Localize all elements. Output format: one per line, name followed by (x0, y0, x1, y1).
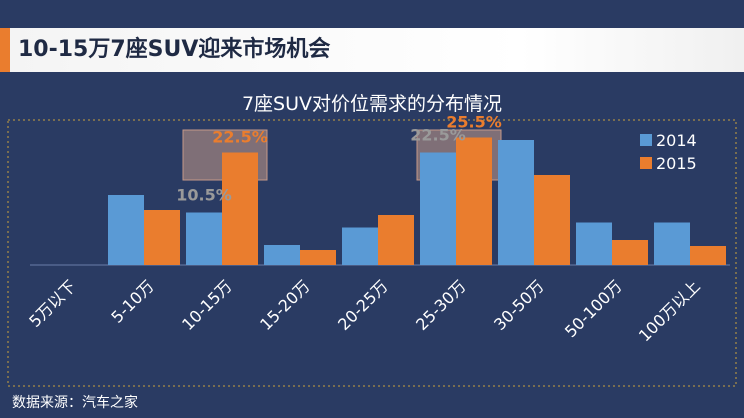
bar-2014 (108, 195, 144, 265)
page-title: 10-15万7座SUV迎来市场机会 (18, 37, 331, 62)
data-label: 22.5% (212, 128, 268, 147)
x-tick-label: 5-10万 (107, 276, 157, 326)
bar-2014 (342, 227, 378, 265)
x-tick-label: 100万以上 (635, 276, 704, 345)
x-tick-label: 30-50万 (490, 276, 548, 334)
bar-2014 (576, 222, 612, 265)
data-label: 10.5% (176, 186, 232, 205)
bar-2015 (534, 175, 570, 265)
bar-2015 (222, 152, 258, 265)
title-bar: 10-15万7座SUV迎来市场机会 (0, 28, 744, 72)
x-tick-label: 20-25万 (334, 276, 392, 334)
bar-2014 (498, 140, 534, 265)
x-tick-label: 5万以下 (25, 276, 80, 331)
bar-2015 (144, 210, 180, 265)
bar-2014 (420, 152, 456, 265)
plot-frame (7, 119, 737, 387)
bar-2015 (456, 137, 492, 265)
bar-2014 (654, 222, 690, 265)
bar-2014 (264, 245, 300, 265)
bar-2014 (186, 212, 222, 265)
legend-swatch-2015 (640, 157, 652, 169)
bar-2015 (378, 215, 414, 265)
data-source-note: 数据来源：汽车之家 (12, 395, 138, 411)
bar-2015 (690, 246, 726, 265)
x-tick-label: 15-20万 (256, 276, 314, 334)
x-tick-label: 10-15万 (178, 276, 236, 334)
data-label: 22.5% (410, 126, 466, 145)
legend-label-2014: 2014 (656, 131, 697, 150)
bar-2015 (612, 240, 648, 265)
bar-2015 (300, 250, 336, 265)
data-label: 25.5% (446, 113, 502, 132)
x-tick-label: 25-30万 (412, 276, 470, 334)
title-accent-bar (0, 28, 10, 72)
legend-swatch-2014 (640, 134, 652, 146)
legend-label-2015: 2015 (656, 154, 697, 173)
x-tick-label: 50-100万 (561, 276, 626, 341)
chart-title: 7座SUV对价位需求的分布情况 (241, 93, 503, 115)
